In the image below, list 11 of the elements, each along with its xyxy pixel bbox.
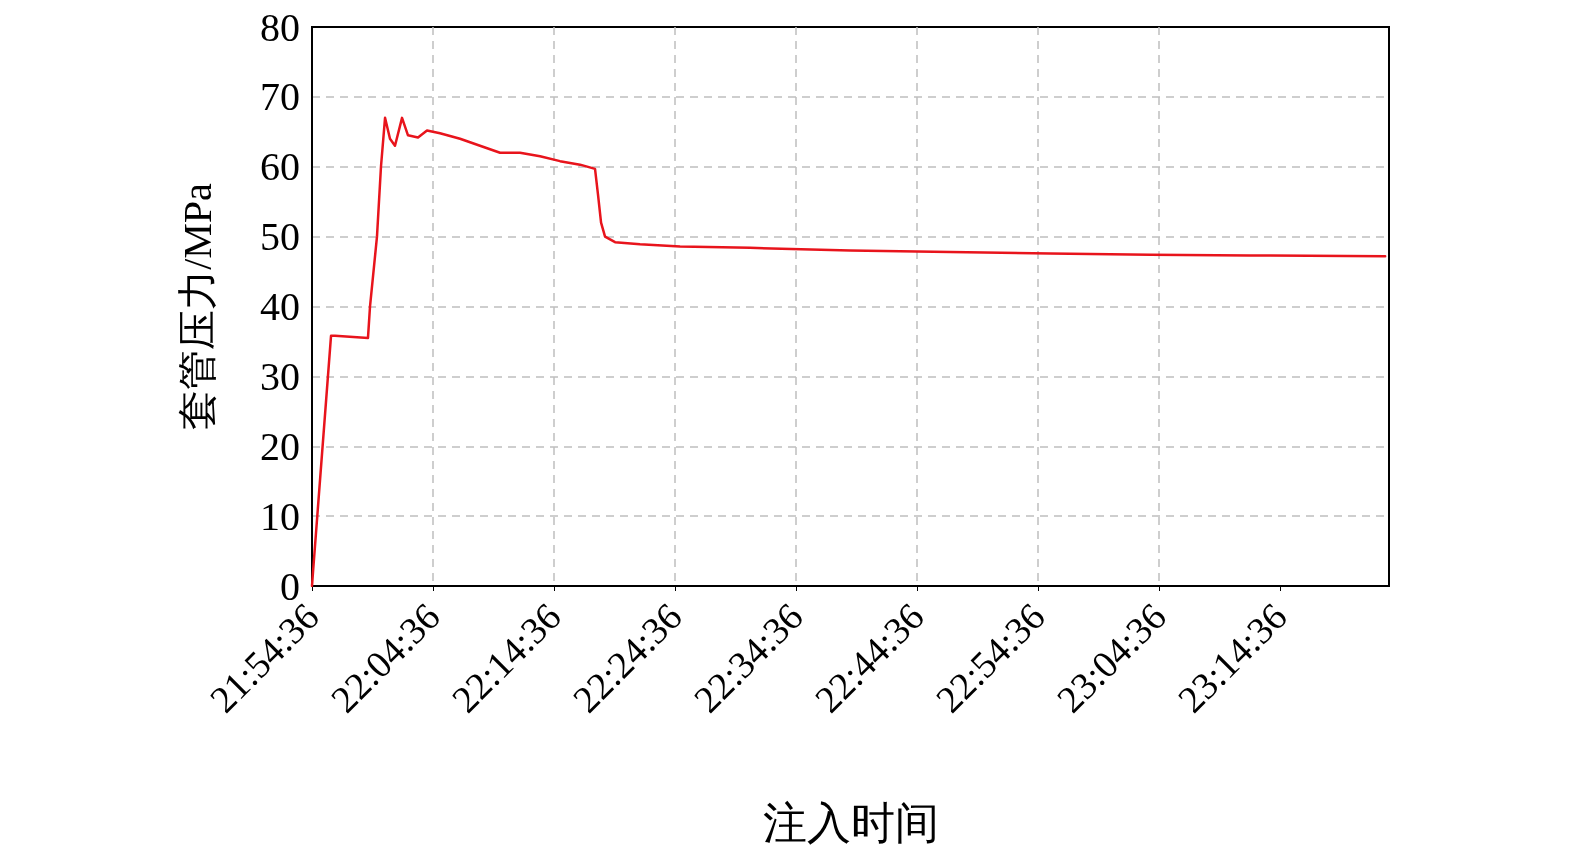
y-tick-label: 10: [260, 493, 300, 539]
y-tick-label: 50: [260, 214, 300, 260]
y-tick-label: 30: [260, 353, 300, 399]
y-axis-title: 套管压力/MPa: [174, 182, 220, 430]
y-tick-label: 80: [260, 4, 300, 50]
y-tick-label: 20: [260, 423, 300, 469]
x-axis-title: 注入时间: [762, 798, 939, 848]
y-tick-label: 70: [260, 74, 300, 120]
line-series: [310, 116, 1387, 588]
y-tick-label: 60: [260, 144, 300, 190]
y-tick-label: 40: [260, 284, 300, 329]
